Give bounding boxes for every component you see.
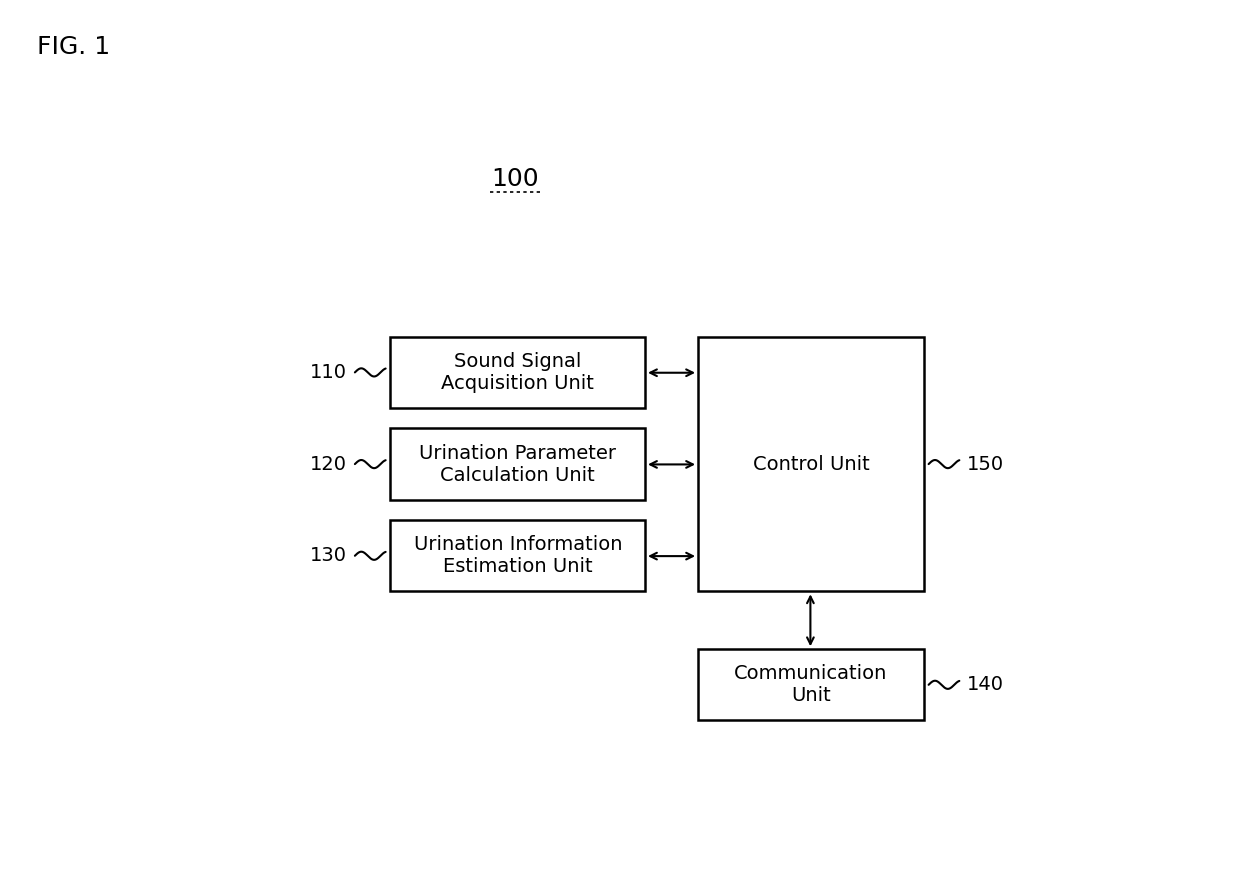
Text: Urination Information
Estimation Unit: Urination Information Estimation Unit: [413, 535, 622, 576]
Text: 150: 150: [967, 454, 1004, 474]
Text: Control Unit: Control Unit: [753, 454, 869, 474]
Bar: [391, 520, 645, 592]
Text: 130: 130: [310, 546, 347, 565]
Bar: [698, 649, 924, 721]
Bar: [391, 337, 645, 408]
Text: 100: 100: [491, 167, 539, 191]
Text: Urination Parameter
Calculation Unit: Urination Parameter Calculation Unit: [419, 444, 616, 484]
Text: 140: 140: [967, 676, 1004, 694]
Text: Sound Signal
Acquisition Unit: Sound Signal Acquisition Unit: [441, 352, 594, 392]
Text: 110: 110: [310, 363, 347, 382]
Bar: [391, 429, 645, 500]
Text: Communication
Unit: Communication Unit: [734, 664, 888, 706]
Text: FIG. 1: FIG. 1: [37, 35, 110, 59]
Bar: [698, 337, 924, 592]
Text: 120: 120: [310, 454, 347, 474]
